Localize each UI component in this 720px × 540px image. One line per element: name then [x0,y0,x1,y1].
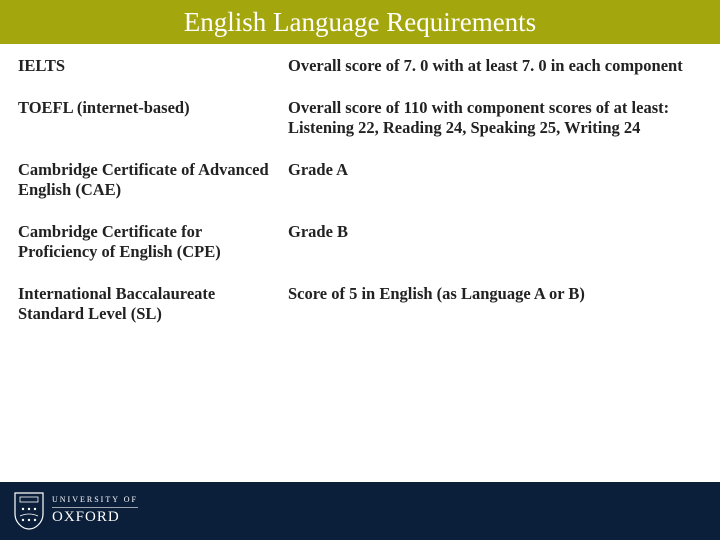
test-requirement: Grade A [288,160,702,180]
page-title: English Language Requirements [184,7,536,38]
title-bar: English Language Requirements [0,0,720,44]
footer-bar: UNIVERSITY OF OXFORD [0,482,720,540]
table-row: IELTS Overall score of 7. 0 with at leas… [18,56,702,76]
logo-text: UNIVERSITY OF OXFORD [52,496,138,525]
table-row: Cambridge Certificate of Advanced Englis… [18,160,702,200]
test-requirement: Score of 5 in English (as Language A or … [288,284,702,304]
test-requirement: Overall score of 7. 0 with at least 7. 0… [288,56,702,76]
test-name: International Baccalaureate Standard Lev… [18,284,288,324]
requirements-table: IELTS Overall score of 7. 0 with at leas… [0,44,720,324]
test-requirement: Overall score of 110 with component scor… [288,98,702,138]
test-name: Cambridge Certificate for Proficiency of… [18,222,288,262]
table-row: International Baccalaureate Standard Lev… [18,284,702,324]
test-name: TOEFL (internet-based) [18,98,288,118]
oxford-crest-icon [14,492,44,530]
university-logo: UNIVERSITY OF OXFORD [0,492,138,530]
test-name: IELTS [18,56,288,76]
logo-text-main: OXFORD [52,510,138,526]
table-row: Cambridge Certificate for Proficiency of… [18,222,702,262]
test-requirement: Grade B [288,222,702,242]
logo-text-top: UNIVERSITY OF [52,496,138,507]
table-row: TOEFL (internet-based) Overall score of … [18,98,702,138]
test-name: Cambridge Certificate of Advanced Englis… [18,160,288,200]
slide: English Language Requirements IELTS Over… [0,0,720,540]
